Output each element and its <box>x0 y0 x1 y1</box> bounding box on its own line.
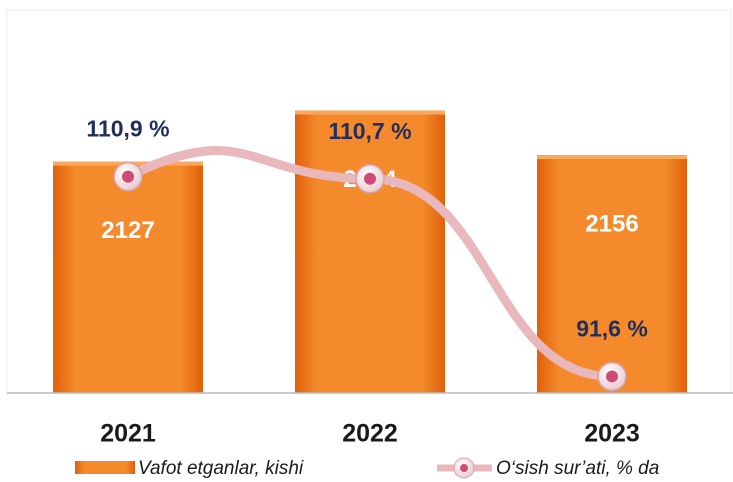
line-marker-dot <box>606 370 618 383</box>
x-tick-label: 2022 <box>342 420 398 448</box>
x-tick-label: 2023 <box>584 420 640 448</box>
line-value-label: 91,6 % <box>576 316 648 342</box>
bar-value-label: 2156 <box>585 210 638 237</box>
bar <box>537 155 687 393</box>
legend-marker-dot <box>460 464 468 472</box>
bar <box>295 110 445 394</box>
bar <box>53 161 203 393</box>
x-tick-label: 2021 <box>100 420 156 448</box>
bar-top <box>537 155 687 160</box>
legend-swatch <box>75 461 135 474</box>
line-marker-dot <box>122 170 134 183</box>
legend-label: O‘sish sur’ati, % da <box>496 458 659 479</box>
legend-label: Vafot etganlar, kishi <box>138 458 304 479</box>
line-value-label: 110,7 % <box>328 118 411 144</box>
line-value-label: 110,9 % <box>86 116 169 142</box>
line-marker-dot <box>364 172 376 185</box>
bar-top <box>295 110 445 115</box>
bar-value-label: 2127 <box>101 217 154 244</box>
